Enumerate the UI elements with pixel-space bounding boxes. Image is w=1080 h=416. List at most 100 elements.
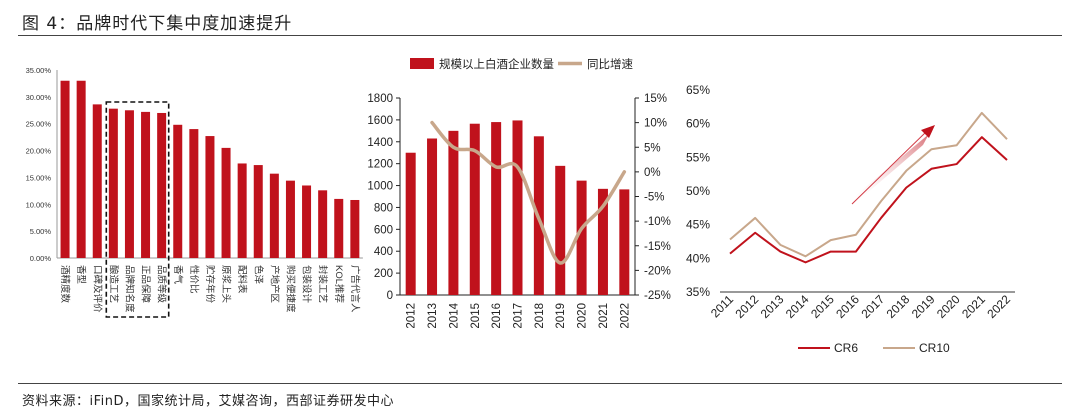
x-tick-label: 口碑及评价	[91, 265, 103, 313]
right-tick-label: -20%	[644, 265, 671, 277]
x-tick-label: 酿造工艺	[107, 265, 119, 303]
cr6-line	[729, 136, 1008, 264]
x-tick-label: 产地产区	[268, 265, 280, 304]
y-tick-label: 50%	[686, 184, 710, 198]
bar	[92, 104, 102, 259]
x-tick-label: 购买便捷度	[284, 265, 296, 313]
bottom-rule	[18, 383, 1062, 384]
x-tick-label: 2019	[909, 292, 938, 321]
bar	[173, 124, 183, 258]
left-tick-label: 1200	[367, 159, 393, 171]
y-tick-label: 45%	[686, 218, 710, 232]
x-tick-label: 色泽	[252, 265, 264, 285]
y-tick-label: 65%	[686, 83, 710, 97]
left-tick-label: 1000	[367, 181, 393, 193]
right-tick-label: 10%	[644, 118, 667, 130]
bar	[350, 199, 360, 258]
x-tick-label: 香气	[172, 265, 184, 285]
y-tick-label: 40%	[686, 251, 710, 265]
left-tick-label: 600	[374, 224, 393, 236]
legend-label-line: 同比增速	[587, 57, 633, 71]
x-tick-label: 2014	[448, 302, 460, 328]
x-tick-label: 2021	[598, 303, 610, 329]
right-tick-label: -25%	[644, 290, 671, 302]
top-rule	[18, 35, 1062, 36]
x-tick-label: 2011	[708, 292, 736, 320]
legend-label-cr10: CR10	[919, 341, 950, 355]
left-tick-label: 400	[374, 246, 393, 258]
x-tick-label: 品质等级	[156, 265, 168, 304]
x-tick-label: 2015	[808, 292, 837, 321]
y-tick-label: 15.00%	[26, 173, 52, 182]
x-tick-label: 2012	[733, 292, 762, 321]
x-tick-label: 2017	[513, 303, 525, 329]
left-tick-label: 200	[374, 268, 393, 280]
x-tick-label: 2022	[619, 303, 631, 329]
left-tick-label: 800	[374, 202, 393, 214]
bar	[157, 112, 167, 258]
bar	[576, 180, 587, 295]
x-tick-label: 2013	[758, 292, 787, 321]
x-tick-label: 2022	[984, 292, 1013, 321]
source-note: 资料来源：iFinD，国家统计局，艾媒咨询，西部证券研发中心	[22, 394, 395, 409]
x-tick-label: 品牌知名度	[123, 265, 135, 313]
right-tick-label: -10%	[644, 216, 671, 228]
bar	[318, 190, 328, 258]
legend-label-cr6: CR6	[834, 341, 858, 355]
x-tick-label: 香型	[75, 265, 86, 285]
x-tick-label: 配料表	[236, 265, 248, 294]
x-tick-label: 广告代言人	[349, 265, 361, 313]
bar	[221, 147, 231, 258]
left-tick-label: 0	[387, 290, 393, 302]
bar	[405, 152, 416, 295]
x-tick-label: 2016	[491, 303, 503, 329]
bar	[269, 173, 279, 258]
trend-arrow-shaft	[851, 130, 928, 205]
bar	[597, 188, 608, 295]
y-tick-label: 20.00%	[26, 147, 52, 156]
x-tick-label: 2017	[858, 292, 887, 321]
x-tick-label: 2020	[577, 303, 589, 329]
x-tick-label: 2021	[959, 292, 988, 321]
y-tick-label: 0.00%	[30, 254, 52, 263]
right-tick-label: 0%	[644, 167, 661, 179]
bar	[141, 111, 151, 258]
bar	[427, 138, 438, 295]
concentration-line-chart: 35%40%45%50%55%60%65%2011201220132014201…	[686, 83, 1015, 355]
highlight-box	[105, 101, 170, 318]
y-tick-label: 60%	[686, 117, 710, 131]
y-tick-label: 5.00%	[30, 227, 52, 236]
bar	[448, 130, 459, 295]
x-tick-label: 2012	[406, 303, 418, 329]
x-tick-label: 正品保障	[140, 265, 152, 304]
bar	[285, 180, 295, 258]
left-tick-label: 1400	[367, 137, 393, 149]
bar	[253, 165, 263, 258]
bar	[619, 189, 630, 295]
x-tick-label: 2018	[884, 292, 913, 321]
right-tick-label: 15%	[644, 93, 667, 105]
legend-swatch-bars	[410, 58, 434, 69]
y-tick-label: 25.00%	[26, 120, 52, 129]
x-tick-label: 2019	[555, 303, 567, 329]
y-tick-label: 35.00%	[26, 66, 52, 75]
right-tick-label: 5%	[644, 142, 661, 154]
x-tick-label: 贮存年份	[204, 265, 216, 304]
x-tick-label: 性价比	[188, 265, 200, 294]
legend-label-bars: 规模以上白酒企业数量	[439, 57, 554, 71]
right-tick-label: -15%	[644, 241, 671, 253]
bar	[334, 198, 344, 258]
bar	[555, 165, 566, 295]
enterprise-count-chart: 规模以上白酒企业数量 同比增速 0 200 400 600 800 1000 1200 1400 1…	[367, 57, 671, 329]
x-tick-label: 酒精度数	[59, 265, 71, 304]
x-tick-label: 2013	[427, 303, 439, 329]
attribute-bar-chart: 0.00% 5.00% 10.00% 15.00% 20.00% 25.00% 30.00%…	[26, 66, 363, 318]
y-tick-label: 10.00%	[26, 200, 52, 209]
y-tick-label: 55%	[686, 150, 710, 164]
bar	[76, 80, 86, 258]
left-tick-label: 1800	[367, 93, 393, 105]
bar	[124, 110, 134, 259]
cr10-line	[729, 111, 1008, 258]
right-tick-label: -5%	[644, 192, 664, 204]
bar	[60, 80, 70, 258]
